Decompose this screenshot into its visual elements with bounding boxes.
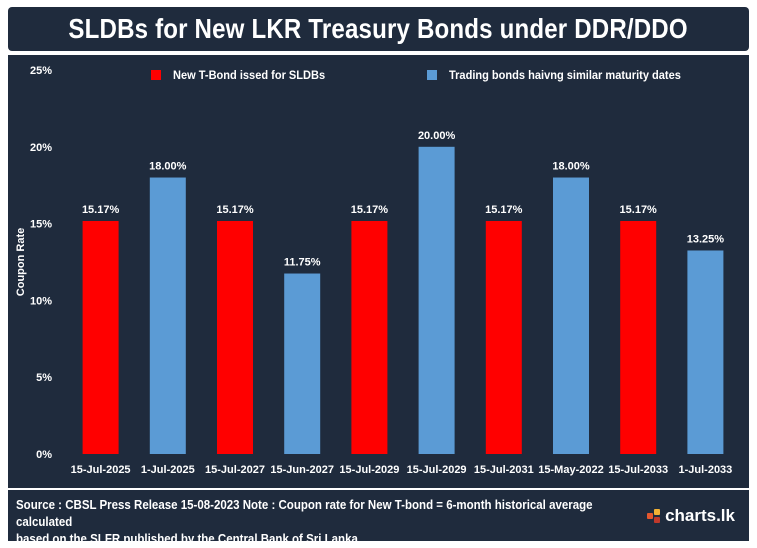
data-label: 18.00% xyxy=(149,161,187,173)
bar xyxy=(284,273,321,454)
bar-chart: 0% 5% 10% 15% 20% 25% Coupon Rate 15.17% 15-Jul-… xyxy=(15,65,732,476)
y-tick-label: 15% xyxy=(30,219,52,231)
chart-title: SLDBs for New LKR Treasury Bonds under D… xyxy=(68,13,689,44)
plot-panel: 0% 5% 10% 15% 20% 25% Coupon Rate 15.17% 15-Jul-… xyxy=(8,55,749,488)
bar xyxy=(687,250,724,454)
data-label: 13.25% xyxy=(687,233,725,245)
bar xyxy=(553,177,589,454)
legend-swatch-trading-bond xyxy=(427,70,437,80)
footer: Source : CBSL Press Release 15-08-2023 N… xyxy=(8,490,749,546)
legend-label-new-bond: New T-Bond issed for SLDBs xyxy=(173,68,326,82)
logo-mark-icon xyxy=(647,509,661,523)
data-label: 15.17% xyxy=(216,204,254,216)
data-label: 15.17% xyxy=(82,204,120,216)
data-label: 15.17% xyxy=(351,204,389,216)
y-tick-label: 5% xyxy=(36,372,52,384)
x-tick-label: 1-Jul-2033 xyxy=(678,464,732,476)
x-tick-label: 15-Jul-2033 xyxy=(608,464,668,476)
x-tick-label: 15-Jul-2029 xyxy=(339,464,399,476)
bar xyxy=(351,220,388,454)
legend-label-trading-bond: Trading bonds haivng similar maturity da… xyxy=(449,68,681,82)
y-axis-title: Coupon Rate xyxy=(15,228,27,296)
data-label: 15.17% xyxy=(620,204,658,216)
bar xyxy=(82,220,119,454)
legend-item-new-bond: New T-Bond issed for SLDBs xyxy=(151,68,338,82)
x-tick-label: 15-Jun-2027 xyxy=(270,464,334,476)
bar xyxy=(217,220,253,454)
x-tick-label: 1-Jul-2025 xyxy=(141,464,195,476)
logo-text: charts.lk xyxy=(665,506,735,525)
x-tick-label: 15-Jul-2029 xyxy=(407,464,467,476)
source-note: Source : CBSL Press Release 15-08-2023 N… xyxy=(16,497,605,548)
data-label: 11.75% xyxy=(284,257,321,269)
bar xyxy=(485,220,522,454)
bar xyxy=(418,146,455,455)
x-tick-label: 15-Jul-2031 xyxy=(474,464,534,476)
y-tick-label: 0% xyxy=(36,449,52,461)
bar xyxy=(620,220,657,454)
x-tick-label: 15-Jul-2027 xyxy=(205,464,265,476)
title-bar: SLDBs for New LKR Treasury Bonds under D… xyxy=(8,7,749,51)
legend-item-trading-bond: Trading bonds haivng similar maturity da… xyxy=(427,68,701,82)
y-tick-label: 25% xyxy=(30,65,52,77)
legend-swatch-new-bond xyxy=(151,70,161,80)
y-tick-label: 20% xyxy=(30,142,52,154)
bar xyxy=(149,177,186,454)
data-label: 20.00% xyxy=(418,130,456,142)
source-note-line-1: Source : CBSL Press Release 15-08-2023 N… xyxy=(16,498,593,529)
charts-lk-logo: charts.lk xyxy=(647,506,735,526)
x-tick-label: 15-Jul-2025 xyxy=(71,464,131,476)
data-label: 15.17% xyxy=(485,204,523,216)
x-tick-label: 15-May-2022 xyxy=(538,464,603,476)
source-note-line-2: based on the SLFR published by the Centr… xyxy=(16,532,358,546)
data-label: 18.00% xyxy=(552,161,590,173)
y-tick-label: 10% xyxy=(30,295,52,307)
